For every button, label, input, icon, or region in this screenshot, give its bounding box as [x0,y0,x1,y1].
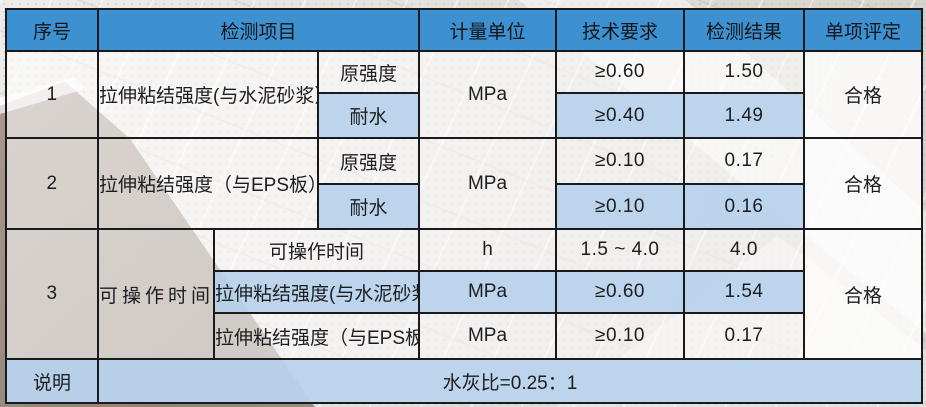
header-requirement: 技术要求 [555,8,686,52]
row1a-requirement: ≥0.60 [555,50,686,94]
row2b-requirement: ≥0.10 [555,183,686,230]
row2-verdict: 合格 [803,137,924,230]
row1-sub-original: 原强度 [316,50,421,94]
row3c-result: 0.17 [683,312,806,360]
note-content: 水灰比=0.25：1 [96,358,924,404]
table-row: 1 拉伸粘结强度(与水泥砂浆） 原强度 MPa ≥0.60 1.50 合格 [5,50,924,139]
row3a-result: 4.0 [683,228,806,272]
row3c-requirement: ≥0.10 [555,312,686,360]
row2b-result: 0.16 [683,183,806,230]
row2-unit: MPa [418,137,558,230]
note-label: 说明 [5,358,99,404]
row1-serial: 1 [5,50,99,139]
header-serial: 序号 [5,8,99,52]
row1b-result: 1.49 [683,92,806,139]
header-row: 序号 检测项目 计量单位 技术要求 检测结果 单项评定 [5,8,924,52]
row2-sub-waterproof: 耐水 [316,183,421,230]
table-row: 拉伸粘结强度（与EPS板） MPa ≥0.10 0.17 [6,312,922,360]
header-item: 检测项目 [96,8,421,52]
row3-sub-cement: 拉伸粘结强度(与水泥砂浆） [212,270,421,314]
row3a-requirement: 1.5 ~ 4.0 [555,228,686,272]
row2-item: 拉伸粘结强度（与EPS板） [97,137,319,230]
note-row: 说明 水灰比=0.25：1 [5,358,924,404]
row3-serial: 3 [5,228,99,360]
header-result: 检测结果 [683,8,806,52]
row3a-unit: h [418,228,558,272]
table-row: 耐水 ≥0.40 1.49 [6,92,922,139]
header-unit: 计量单位 [418,8,558,52]
row3-sub-eps: 拉伸粘结强度（与EPS板） [212,312,421,360]
table-row: 拉伸粘结强度(与水泥砂浆） MPa ≥0.60 1.54 [6,270,922,314]
table-row: 3 可操作时间 可操作时间 h 1.5 ~ 4.0 4.0 合格 [5,228,924,360]
row3-item: 可操作时间 [97,228,215,360]
row3b-result: 1.54 [683,270,806,314]
header-verdict: 单项评定 [803,8,924,52]
row1-item: 拉伸粘结强度(与水泥砂浆） [97,50,319,139]
row2-serial: 2 [5,137,99,230]
row1b-requirement: ≥0.40 [555,92,686,139]
row3b-unit: MPa [418,270,558,314]
row1-unit: MPa [418,50,558,139]
row3-verdict: 合格 [803,228,924,360]
row2a-result: 0.17 [683,137,806,185]
row2-sub-original: 原强度 [316,137,421,185]
table-row: 2 拉伸粘结强度（与EPS板） 原强度 MPa ≥0.10 0.17 合格 [5,137,924,230]
row1-verdict: 合格 [803,50,924,139]
row1-sub-waterproof: 耐水 [316,92,421,139]
row3c-unit: MPa [418,312,558,360]
test-results-table: 序号 检测项目 计量单位 技术要求 检测结果 单项评定 1 拉伸粘结强度(与水泥… [5,8,924,404]
row2a-requirement: ≥0.10 [555,137,686,185]
row1a-result: 1.50 [683,50,806,94]
row3b-requirement: ≥0.60 [555,270,686,314]
row3-sub-worktime: 可操作时间 [212,228,421,272]
table-row: 耐水 ≥0.10 0.16 [6,183,922,230]
